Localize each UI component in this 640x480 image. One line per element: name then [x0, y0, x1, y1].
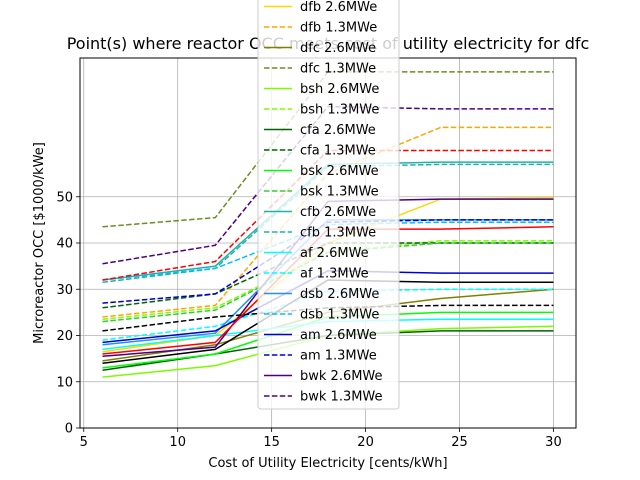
legend-entry-label: dsb 1.3MWe [300, 308, 379, 323]
y-axis-label: Microreactor OCC [$1000/kWe] [32, 142, 47, 344]
legend-entry-label: am 1.3MWe [300, 349, 377, 364]
x-tick-label: 20 [357, 435, 374, 450]
axis-ticks: 5 10 15 20 25 30 0 10 20 30 40 50 [56, 190, 561, 450]
legend-box [257, 0, 400, 410]
legend-entry-label: bsk 2.6MWe [300, 164, 379, 179]
y-tick-label: 40 [56, 237, 73, 252]
legend-entry-label: cfb 1.3MWe [300, 226, 376, 241]
legend-entry-label: dfc 2.6MWe [300, 41, 376, 56]
x-tick-label: 5 [80, 435, 88, 450]
y-tick-label: 0 [65, 422, 73, 437]
legend: dfb 2.6MWe dfb 1.3MWe dfc 2.6MWe dfc 1.3MWe… [257, 0, 400, 410]
x-tick-label: 25 [451, 435, 468, 450]
legend-entry-label: bsh 1.3MWe [300, 103, 379, 118]
legend-entry-label: dfc 1.3MWe [300, 62, 376, 77]
legend-entry-label: cfa 2.6MWe [300, 123, 376, 138]
y-tick-label: 50 [56, 190, 73, 205]
legend-entry-label: cfb 2.6MWe [300, 205, 376, 220]
y-tick-label: 20 [56, 329, 73, 344]
y-tick-label: 30 [56, 283, 73, 298]
legend-entry-label: af 2.6MWe [300, 246, 369, 261]
x-tick-label: 10 [169, 435, 186, 450]
legend-entry-label: dsb 2.6MWe [300, 287, 379, 302]
legend-entry-label: am 2.6MWe [300, 328, 377, 343]
legend-entry-label: bsh 2.6MWe [300, 82, 379, 97]
legend-entry-label: cfa 1.3MWe [300, 144, 376, 159]
legend-entry-label: bwk 2.6MWe [300, 369, 383, 384]
legend-entry-label: af 1.3MWe [300, 267, 369, 282]
legend-entry-label: dfb 1.3MWe [300, 21, 377, 36]
legend-entry-label: bwk 1.3MWe [300, 390, 383, 405]
y-tick-label: 10 [56, 375, 73, 390]
series-line-unlabeled-23 [102, 304, 554, 332]
legend-entry-label: dfb 2.6MWe [300, 0, 377, 15]
x-axis-label: Cost of Utility Electricity [cents/kWh] [208, 456, 447, 471]
legend-entry-label: bsk 1.3MWe [300, 185, 379, 200]
x-tick-label: 30 [545, 435, 562, 450]
x-tick-label: 15 [263, 435, 280, 450]
